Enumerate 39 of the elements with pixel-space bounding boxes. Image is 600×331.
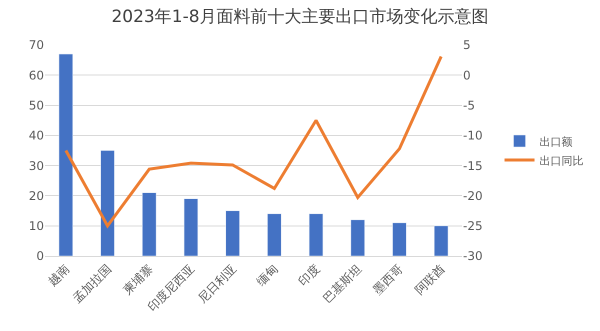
y-tick-label: 10: [28, 219, 44, 234]
y2-tick-label: -25: [463, 219, 483, 234]
bar: [350, 220, 365, 256]
x-tick-label: 孟加拉国: [70, 262, 114, 306]
y-tick-label: 60: [28, 68, 44, 82]
y2-tick-label: -15: [463, 158, 483, 173]
chart-title: 2023年1-8月面料前十大主要出口市场变化示意图: [111, 6, 489, 27]
y-tick-label: 70: [28, 38, 44, 52]
x-tick-label: 越南: [45, 262, 72, 289]
x-tick-label: 墨西哥: [370, 262, 406, 298]
bar: [100, 150, 115, 256]
x-tick-label: 缅甸: [254, 262, 281, 289]
bar: [58, 54, 73, 256]
bar: [308, 214, 324, 256]
x-tick-label: 阿联酋: [412, 262, 448, 298]
x-tick-label: 巴基斯坦: [320, 262, 364, 306]
bar: [392, 222, 407, 256]
legend-label: 出口同比: [540, 154, 584, 168]
y-tick-label: 40: [28, 128, 44, 143]
x-tick-label: 尼日利亚: [195, 262, 240, 306]
y2-tick-label: 0: [463, 68, 471, 82]
x-tick-label: 柬埔寨: [120, 262, 156, 298]
y-tick-label: 30: [28, 158, 44, 173]
y2-tick-label: -5: [463, 98, 475, 112]
y-tick-label: 0: [36, 249, 44, 264]
bar: [434, 226, 448, 256]
legend-label: 出口额: [540, 135, 573, 148]
bar: [184, 198, 198, 256]
y2-tick-label: -20: [463, 188, 483, 203]
x-tick-label: 印度: [296, 262, 322, 289]
y-tick-label: 20: [28, 188, 44, 203]
y-tick-label: 50: [28, 98, 44, 112]
bar: [142, 192, 156, 256]
y2-tick-label: -10: [463, 128, 483, 143]
line-series: [64, 54, 443, 228]
bar: [267, 214, 282, 256]
bar: [226, 210, 240, 256]
y2-tick-label: -30: [463, 249, 483, 264]
y2-tick-label: 5: [463, 38, 471, 52]
